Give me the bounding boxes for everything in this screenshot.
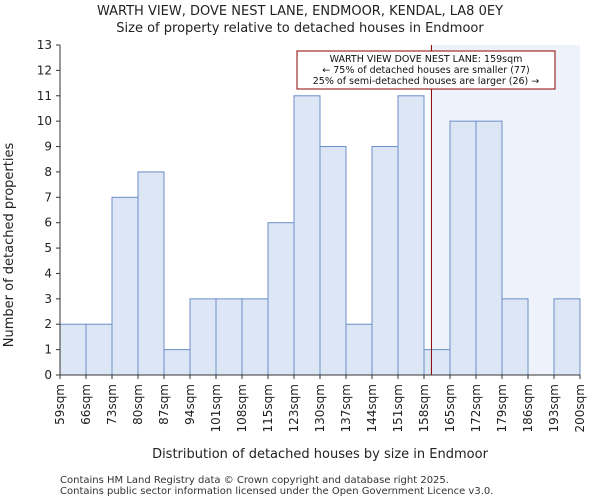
bar-130sqm <box>319 146 347 376</box>
bar-108sqm <box>241 298 269 376</box>
x-tick-label-151sqm: 151sqm <box>391 384 405 432</box>
x-axis-title: Distribution of detached houses by size … <box>152 447 489 462</box>
y-tick-label-11: 11 <box>37 89 52 103</box>
bar-158sqm <box>423 349 451 376</box>
y-tick-label-7: 7 <box>44 190 52 204</box>
x-tick-label-186sqm: 186sqm <box>521 384 535 432</box>
x-tick-label-200sqm: 200sqm <box>573 384 587 432</box>
x-tick-label-108sqm: 108sqm <box>235 384 249 432</box>
x-tick-label-73sqm: 73sqm <box>105 384 119 425</box>
y-tick-label-8: 8 <box>44 165 52 179</box>
x-tick-label-80sqm: 80sqm <box>131 384 145 425</box>
x-tick-label-87sqm: 87sqm <box>157 384 171 425</box>
bar-179sqm <box>501 298 529 376</box>
x-tick-label-172sqm: 172sqm <box>469 384 483 432</box>
x-ticks: 59sqm 66sqm 73sqm 80sqm 87sqm 94sqm 101sqm 108s… <box>53 375 587 432</box>
x-tick-label-158sqm: 158sqm <box>417 384 431 432</box>
y-tick-label-13: 13 <box>37 38 52 52</box>
footer-line-1: Contains HM Land Registry data © Crown c… <box>60 475 449 486</box>
x-tick-label-94sqm: 94sqm <box>183 384 197 425</box>
bar-137sqm <box>345 323 373 376</box>
y-tick-label-5: 5 <box>44 241 52 255</box>
bar-94sqm <box>189 298 217 376</box>
y-axis-title: Number of detached properties <box>2 143 17 348</box>
y-tick-label-6: 6 <box>44 216 52 230</box>
y-tick-label-1: 1 <box>44 343 52 357</box>
x-tick-label-115sqm: 115sqm <box>261 384 275 432</box>
bar-151sqm <box>397 95 425 376</box>
y-tick-label-2: 2 <box>44 317 52 331</box>
annotation-box: WARTH VIEW DOVE NEST LANE: 159sqm ← 75% … <box>296 50 556 90</box>
bar-66sqm <box>85 323 113 376</box>
annotation-line-2: ← 75% of detached houses are smaller (77… <box>322 65 529 76</box>
bar-87sqm <box>163 349 191 376</box>
bar-165sqm <box>449 120 477 376</box>
x-tick-label-144sqm: 144sqm <box>365 384 379 432</box>
bar-144sqm <box>371 146 399 376</box>
y-tick-label-4: 4 <box>44 266 52 280</box>
y-tick-label-3: 3 <box>44 292 52 306</box>
x-tick-label-101sqm: 101sqm <box>209 384 223 432</box>
bar-80sqm <box>137 171 165 376</box>
bar-115sqm <box>267 222 295 376</box>
y-tick-label-10: 10 <box>37 114 52 128</box>
x-tick-label-193sqm: 193sqm <box>547 384 561 432</box>
y-tick-label-9: 9 <box>44 140 52 154</box>
bars <box>59 95 581 376</box>
y-tick-label-0: 0 <box>44 368 52 382</box>
bar-59sqm <box>59 323 87 376</box>
bar-101sqm <box>215 298 243 376</box>
y-tick-label-12: 12 <box>37 63 52 77</box>
bar-172sqm <box>475 120 503 376</box>
footer-line-2: Contains public sector information licen… <box>60 486 493 497</box>
x-tick-label-179sqm: 179sqm <box>495 384 509 432</box>
bar-193sqm <box>553 298 581 376</box>
annotation-line-1: WARTH VIEW DOVE NEST LANE: 159sqm <box>330 54 523 65</box>
annotation-frame <box>296 50 556 90</box>
x-tick-label-130sqm: 130sqm <box>313 384 327 432</box>
chart-subtitle: Size of property relative to detached ho… <box>116 21 484 36</box>
x-tick-label-59sqm: 59sqm <box>53 384 67 425</box>
annotation-line-3: 25% of semi-detached houses are larger (… <box>313 76 540 87</box>
x-tick-label-123sqm: 123sqm <box>287 384 301 432</box>
chart-title: WARTH VIEW, DOVE NEST LANE, ENDMOOR, KEN… <box>97 4 503 19</box>
x-tick-label-66sqm: 66sqm <box>79 384 93 425</box>
bar-73sqm <box>111 196 139 376</box>
bar-123sqm <box>293 95 321 376</box>
x-tick-label-137sqm: 137sqm <box>339 384 353 432</box>
x-tick-label-165sqm: 165sqm <box>443 384 457 432</box>
